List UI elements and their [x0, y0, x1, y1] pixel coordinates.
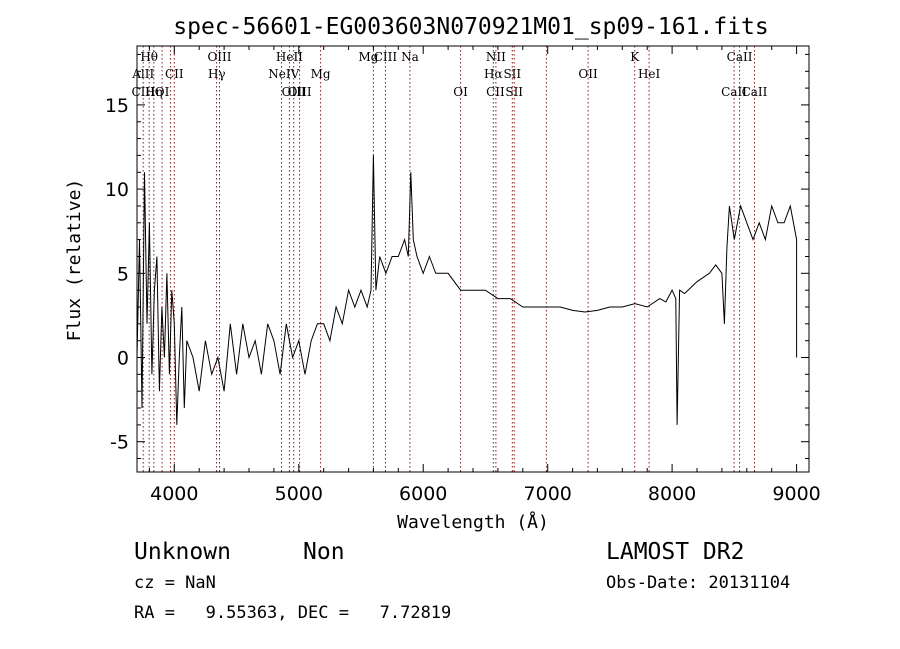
line-label: CII [165, 67, 184, 81]
y-tick-label: 10 [105, 179, 129, 201]
line-label: K [630, 50, 640, 64]
line-label: AlII [131, 67, 154, 81]
line-label: OII [578, 67, 598, 81]
y-tick-label: 5 [117, 263, 129, 285]
class-label: Unknown [134, 539, 231, 565]
line-label: OI [155, 85, 170, 99]
survey-label: LAMOST DR2 [606, 539, 745, 565]
line-label: OIII [288, 85, 312, 99]
y-axis: -5 0 5 10 15 [105, 53, 809, 459]
plot-frame [136, 45, 810, 473]
x-tick-label: 5000 [275, 483, 323, 505]
line-label: OI [453, 85, 468, 99]
spectrum-line [136, 155, 798, 425]
y-tick-label: 0 [117, 348, 129, 370]
line-label: CaII [742, 85, 768, 99]
subclass-label: Non [303, 539, 345, 565]
line-label: Na [401, 50, 419, 64]
x-tick-label: 6000 [399, 483, 447, 505]
line-label: Hη [145, 85, 163, 99]
obs-date: Obs-Date: 20131104 [606, 573, 791, 593]
coordinates: RA = 9.55363, DEC = 7.72819 [134, 603, 452, 623]
line-label: SII [503, 67, 521, 81]
line-label: CII [486, 85, 505, 99]
line-label: CaII [727, 50, 753, 64]
line-label: Hθ [140, 50, 158, 64]
line-markers [142, 46, 755, 472]
chart-title: spec-56601-EG003603N070921M01_sp09-161.f… [173, 14, 768, 40]
x-tick-label: 7000 [524, 483, 572, 505]
line-label: CaII [721, 85, 747, 99]
line-label: Hα [484, 67, 503, 81]
x-axis: 4000 5000 6000 7000 8000 9000 [148, 46, 821, 505]
line-label: HeI [638, 67, 661, 81]
line-label: SII [505, 85, 523, 99]
line-label: Mg [311, 67, 331, 81]
line-label: NeIV [268, 67, 299, 81]
line-label: HeII [276, 50, 303, 64]
x-tick-label: 9000 [772, 483, 820, 505]
x-axis-label: Wavelength (Å) [397, 511, 549, 533]
y-tick-label: -5 [110, 432, 129, 454]
line-label: Hγ [208, 67, 226, 81]
line-label: OIII [207, 50, 231, 64]
cz-value: cz = NaN [134, 573, 216, 593]
y-tick-label: 15 [105, 95, 129, 117]
x-tick-label: 8000 [648, 483, 696, 505]
line-label: CIII [374, 50, 398, 64]
x-tick-label: 4000 [150, 483, 198, 505]
line-label: Mg [359, 50, 379, 64]
line-label: OIII [282, 85, 306, 99]
y-axis-label: Flux (relative) [64, 179, 85, 342]
line-label: NII [486, 50, 506, 64]
